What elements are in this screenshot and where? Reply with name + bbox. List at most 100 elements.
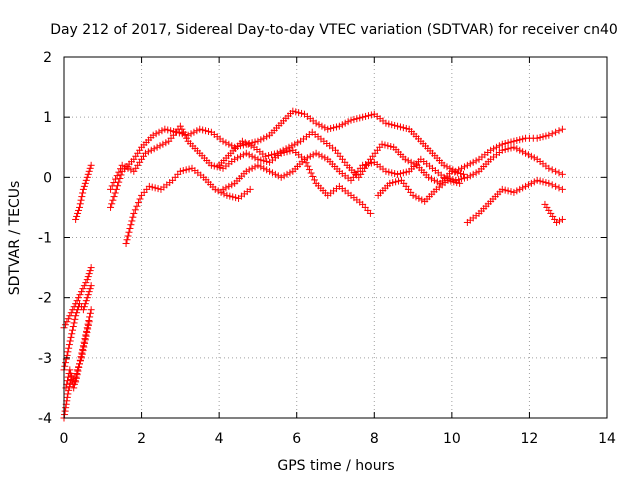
- data-point: [338, 121, 346, 129]
- data-point: [551, 215, 559, 223]
- data-point: [318, 152, 326, 160]
- data-point: [310, 176, 318, 184]
- y-tick-label: -3: [38, 351, 52, 367]
- data-point: [362, 112, 370, 120]
- data-point: [282, 145, 290, 153]
- data-point: [254, 155, 262, 163]
- data-point: [76, 357, 84, 365]
- data-point: [73, 309, 81, 317]
- data-point: [248, 152, 256, 160]
- data-point: [312, 119, 320, 127]
- data-point: [80, 182, 88, 190]
- data-point: [76, 360, 84, 368]
- data-point: [302, 159, 310, 167]
- data-point: [273, 149, 281, 157]
- data-point: [254, 137, 262, 145]
- data-point: [513, 145, 521, 153]
- data-point: [72, 312, 80, 320]
- data-point: [263, 166, 271, 174]
- data-point: [158, 127, 166, 135]
- data-point: [558, 170, 566, 178]
- data-point: [549, 212, 557, 220]
- data-point: [260, 164, 268, 172]
- data-point: [469, 158, 477, 166]
- data-point: [65, 344, 73, 352]
- data-point: [260, 134, 268, 142]
- x-tick-label: 14: [598, 431, 616, 447]
- data-point: [527, 179, 535, 187]
- data-point: [87, 282, 95, 290]
- data-point: [132, 164, 140, 172]
- data-point: [289, 107, 297, 115]
- data-point: [83, 173, 91, 181]
- data-point: [133, 202, 141, 210]
- data-point: [219, 185, 227, 193]
- data-point: [516, 136, 524, 144]
- data-point: [543, 203, 551, 211]
- data-point: [547, 209, 555, 217]
- data-point: [456, 179, 464, 187]
- x-tick-label: 12: [521, 431, 539, 447]
- data-point: [427, 175, 435, 183]
- data-point: [387, 142, 395, 150]
- data-point: [65, 341, 73, 349]
- data-point: [460, 174, 468, 182]
- data-point: [553, 218, 561, 226]
- data-point: [234, 154, 242, 162]
- data-point: [330, 124, 338, 132]
- data-point: [533, 134, 541, 142]
- data-point: [260, 157, 268, 165]
- data-point: [501, 139, 509, 147]
- data-point: [231, 155, 239, 163]
- data-point: [79, 347, 87, 355]
- data-point: [84, 273, 92, 281]
- data-point: [440, 173, 448, 181]
- data-point: [335, 122, 343, 130]
- data-point: [131, 206, 139, 214]
- data-point: [71, 377, 79, 385]
- data-point: [71, 315, 79, 323]
- data-point: [304, 162, 312, 170]
- data-point: [113, 172, 121, 180]
- data-point: [382, 167, 390, 175]
- data-point: [87, 264, 95, 272]
- data-point: [81, 339, 89, 347]
- data-point: [109, 196, 117, 204]
- data-point: [294, 139, 302, 147]
- data-point: [394, 122, 402, 130]
- data-point: [76, 291, 84, 299]
- data-point: [69, 323, 77, 331]
- data-point: [127, 166, 135, 174]
- data-point: [415, 194, 423, 202]
- data-point: [61, 407, 69, 415]
- data-point: [303, 154, 311, 162]
- y-tick-label: 0: [43, 170, 52, 186]
- data-point: [396, 170, 404, 178]
- data-point: [117, 165, 125, 173]
- data-point: [268, 151, 276, 159]
- data-point: [507, 138, 515, 146]
- data-point: [425, 173, 433, 181]
- data-point: [80, 282, 88, 290]
- data-point: [66, 337, 74, 345]
- data-point: [245, 151, 253, 159]
- data-point: [214, 187, 222, 195]
- data-point: [82, 176, 90, 184]
- marks-layer: [60, 107, 566, 422]
- data-point: [412, 193, 420, 201]
- data-point: [83, 294, 91, 302]
- data-point: [85, 167, 93, 175]
- data-point: [356, 114, 364, 122]
- data-point: [72, 373, 80, 381]
- data-point: [67, 333, 75, 341]
- data-point: [82, 297, 90, 305]
- data-point: [124, 232, 132, 240]
- x-tick-label: 6: [292, 431, 301, 447]
- data-point: [262, 152, 270, 160]
- data-point: [382, 119, 390, 127]
- data-point: [504, 145, 512, 153]
- data-point: [460, 163, 468, 171]
- data-point: [152, 130, 160, 138]
- chart-title: Day 212 of 2017, Sidereal Day-to-day VTE…: [50, 22, 618, 38]
- data-point: [162, 139, 170, 147]
